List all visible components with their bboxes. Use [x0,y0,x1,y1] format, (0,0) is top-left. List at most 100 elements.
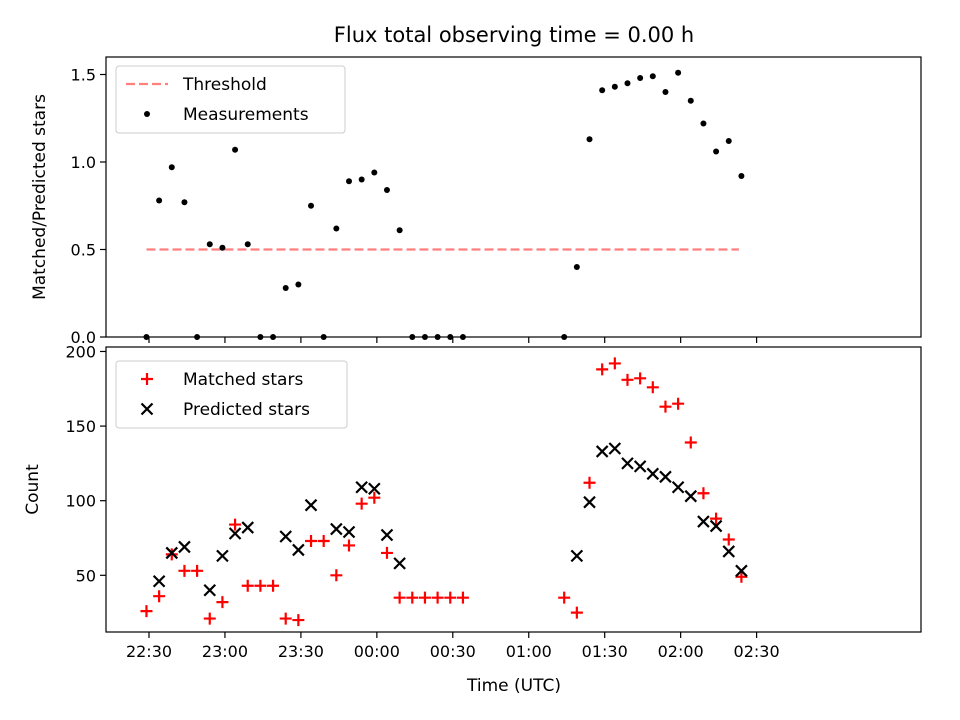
matched-star-point-24 [444,591,457,604]
top-y-tick-label-3: 1.5 [71,66,96,85]
predicted-star-point-36 [684,489,698,503]
predicted-star-point-38 [709,519,723,533]
x-tick-label-7: 02:00 [658,642,704,661]
measurement-point-7 [232,146,239,153]
legend-predicted-label: Predicted stars [183,400,310,420]
top-y-tick-label-2: 1.0 [71,153,96,172]
x-tick-label-6: 01:30 [582,642,628,661]
predicted-star-point-16 [342,525,356,539]
measurement-point-35 [675,69,682,76]
matched-star-point-31 [621,373,634,386]
measurement-point-34 [662,89,669,95]
matched-star-point-36 [684,436,697,449]
predicted-star-point-27 [570,549,584,563]
measurement-point-33 [649,73,656,80]
matched-star-point-3 [178,564,191,577]
predicted-star-point-33 [646,467,660,481]
predicted-star-point-35 [671,480,685,494]
measurement-point-18 [371,169,378,176]
predicted-star-point-8 [241,521,255,534]
predicted-star-point-30 [608,442,622,455]
predicted-star-point-34 [659,470,672,484]
predicted-star-point-12 [292,543,305,557]
measurement-point-3 [181,199,188,206]
matched-star-point-13 [305,534,318,547]
measurement-point-31 [624,80,631,87]
predicted-star-point-39 [722,545,736,558]
measurement-point-16 [346,178,353,185]
bottom-y-tick-label-3: 200 [65,342,96,361]
predicted-star-point-11 [279,530,292,543]
matched-star-point-32 [634,372,647,385]
predicted-star-point-17 [355,480,368,494]
predicted-star-point-3 [178,540,191,554]
measurement-point-12 [295,281,302,288]
matched-star-point-14 [317,534,330,547]
predicted-star-point-15 [330,522,343,536]
matched-star-point-37 [697,487,710,500]
measurement-point-1 [156,197,163,204]
x-tick-label-8: 02:30 [734,642,780,661]
measurement-point-19 [383,187,390,193]
matched-star-point-5 [203,612,216,625]
matched-star-point-9 [254,579,267,592]
matched-star-point-27 [570,606,583,619]
measurement-point-30 [611,83,618,90]
bottom-y-axis-label: Count [23,464,43,515]
matched-star-point-40 [735,570,748,583]
measurement-point-5 [206,241,213,248]
matched-star-point-22 [418,591,431,604]
matched-star-point-17 [355,497,368,510]
measurement-point-6 [219,244,226,251]
predicted-star-point-6 [216,549,229,563]
bottom-y-tick-label-2: 150 [65,417,96,436]
predicted-star-point-29 [595,445,609,458]
top-y-tick-label-1: 0.5 [71,241,96,260]
count-panel: 22:30 23:00 23:30 00:00 00:30 01:00 01:30 02:00… [23,342,922,661]
measurement-point-17 [358,176,365,183]
matched-star-point-38 [710,512,723,525]
chart-title: Flux total observing time = 0.00 h [334,23,694,47]
predicted-star-point-31 [621,457,634,470]
top-y-axis-label: Matched/Predicted stars [30,94,50,300]
predicted-star-point-20 [393,557,406,570]
measurement-point-28 [586,136,593,143]
matched-star-point-1 [153,590,166,603]
x-tick-label-0: 22:30 [126,642,172,661]
measurement-point-8 [244,241,251,248]
legend-predicted-swatch [140,402,154,416]
matched-star-point-10 [267,579,280,592]
matched-star-point-30 [608,357,621,370]
x-tick-label-4: 00:30 [430,642,476,661]
predicted-star-point-32 [633,460,647,473]
bottom-y-tick-label-1: 100 [65,492,96,511]
x-tick-label-5: 01:00 [506,642,552,661]
matched-star-point-18 [368,491,381,504]
x-tick-label-3: 00:00 [354,642,400,661]
matched-star-point-35 [672,397,685,410]
measurement-point-39 [725,138,732,144]
bottom-y-tick-label-0: 50 [76,566,96,585]
matched-star-point-7 [229,518,242,531]
matched-star-point-34 [659,400,672,413]
predicted-star-point-37 [697,515,710,528]
matched-star-point-23 [431,591,444,604]
measurement-point-20 [396,227,403,234]
matched-star-point-19 [380,546,393,559]
matched-star-point-8 [241,579,254,592]
matched-star-point-11 [279,612,292,625]
top-legend-box [115,65,346,134]
predicted-star-point-40 [735,564,748,578]
measurement-point-29 [599,87,606,94]
matched-star-point-29 [596,363,609,376]
predicted-star-point-18 [368,482,381,496]
x-axis-label: Time (UTC) [466,676,561,696]
measurement-point-36 [687,97,694,104]
matched-star-point-26 [558,591,571,604]
matched-star-point-21 [406,591,419,604]
legend-matched-swatch [141,373,153,385]
predicted-star-point-19 [380,528,394,542]
predicted-star-point-5 [203,583,217,597]
measurement-point-15 [333,225,340,232]
